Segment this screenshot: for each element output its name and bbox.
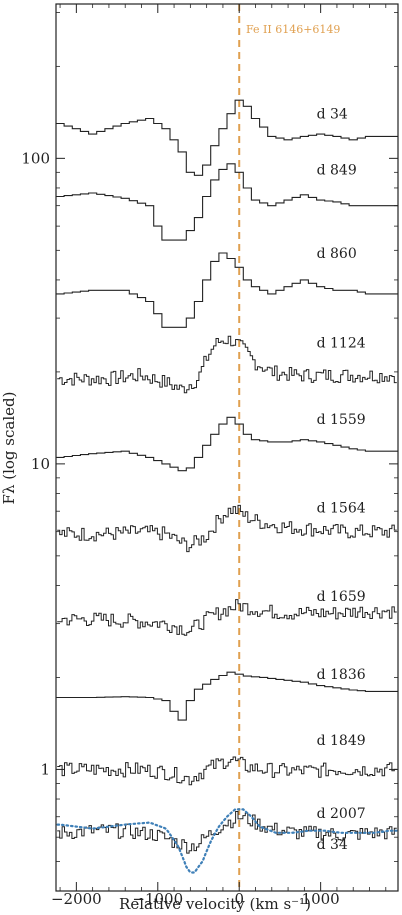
spectrum-line-7 (56, 671, 398, 721)
comparison-line-10 (56, 808, 398, 874)
spectrum-line-5 (57, 504, 397, 553)
spectrum-line-0 (56, 99, 398, 176)
series-label-2: d 860 (317, 246, 357, 262)
y-axis-label: Fλ (log scaled) (0, 392, 18, 505)
series-label-7: d 1836 (317, 667, 366, 683)
y-tick-label-1: 10 (31, 455, 50, 473)
plot-frame (55, 3, 399, 892)
x-tick-label-2: 0 (234, 890, 244, 908)
x-axis-label: Relative velocity (km s⁻¹) (119, 895, 311, 913)
x-tick-label-1: −1000 (132, 890, 183, 908)
series-label-6: d 1659 (317, 589, 366, 605)
spectrum-line-2 (56, 252, 398, 328)
series-label-1: d 849 (317, 162, 357, 178)
series-label-0: d 34 (317, 107, 348, 123)
spectrum-line-6 (57, 599, 397, 636)
series-label-4: d 1559 (317, 412, 366, 428)
spectrum-line-9 (57, 811, 397, 854)
x-tick-label-3: 1000 (302, 890, 340, 908)
series-label-8: d 1849 (317, 733, 366, 749)
y-tick-label-0: 1 (40, 760, 50, 778)
series-label-3: d 1124 (317, 335, 366, 351)
y-tick-label-2: 100 (21, 149, 50, 167)
series-label-5: d 1564 (317, 501, 366, 517)
reference-line-label: Fe II 6146+6149 (246, 23, 340, 36)
x-tick-label-0: −2000 (51, 890, 102, 908)
series-label-10: d 34 (317, 837, 348, 853)
series-label-9: d 2007 (317, 806, 366, 822)
spectrum-line-3 (57, 335, 397, 394)
spectrum-line-8 (57, 756, 397, 786)
spectrum-line-1 (56, 163, 398, 241)
spectrum-line-4 (56, 416, 398, 472)
